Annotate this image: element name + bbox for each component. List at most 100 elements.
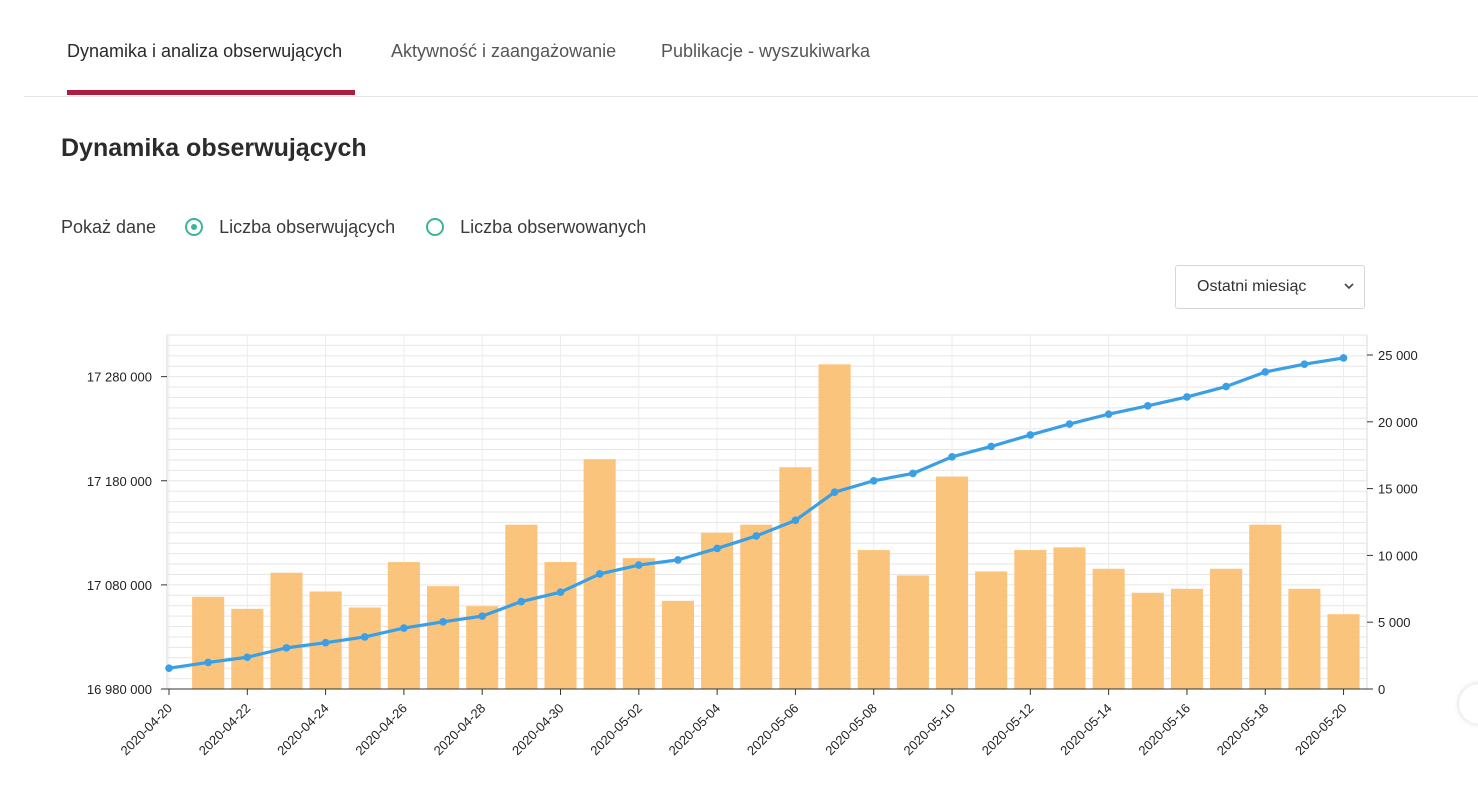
tab-publications-search[interactable]: Publikacje - wyszukiwarka bbox=[661, 41, 871, 61]
chart-bar bbox=[309, 591, 342, 689]
scroll-side-button[interactable] bbox=[1459, 684, 1478, 724]
show-data-radio-group: Pokaż dane Liczba obserwujących Liczba o… bbox=[61, 212, 677, 242]
chart-axes: 16 980 000 17 080 000 17 180 000 17 280 000… bbox=[87, 348, 1418, 758]
chart-bar bbox=[387, 562, 420, 689]
period-select[interactable]: Ostatni miesiąc bbox=[1175, 265, 1365, 309]
line-point bbox=[1065, 420, 1074, 428]
x-axis-tick-label: 2020-05-12 bbox=[979, 701, 1037, 759]
line-point bbox=[360, 633, 369, 641]
bar-series bbox=[192, 364, 1360, 689]
left-axis-tick-label: 17 180 000 bbox=[87, 474, 152, 489]
left-axis-tick-label: 17 280 000 bbox=[87, 370, 152, 385]
line-point bbox=[165, 664, 173, 672]
show-data-label: Pokaż dane bbox=[61, 216, 157, 237]
line-point bbox=[987, 442, 995, 451]
chart-bar bbox=[661, 600, 695, 689]
chart-bar bbox=[1014, 550, 1047, 689]
tab-followers-dynamics[interactable]: Dynamika i analiza obserwujących bbox=[67, 41, 343, 61]
line-point bbox=[674, 556, 682, 564]
line-point bbox=[478, 612, 487, 620]
x-axis-tick-label: 2020-04-30 bbox=[509, 701, 567, 759]
left-axis-tick-label: 17 080 000 bbox=[87, 578, 152, 593]
radio-following-label: Liczba obserwowanych bbox=[460, 216, 647, 237]
chart-bar bbox=[622, 558, 655, 689]
line-series bbox=[165, 354, 1348, 672]
line-point bbox=[869, 476, 878, 485]
chart-bar bbox=[231, 608, 264, 689]
line-point bbox=[282, 644, 291, 652]
line-point bbox=[1143, 402, 1152, 410]
right-axis-tick-label: 10 000 bbox=[1378, 548, 1418, 563]
chart-bar bbox=[1053, 547, 1086, 689]
series-line bbox=[168, 356, 1344, 670]
tab-activity-engagement[interactable]: Aktywność i zaangażowanie bbox=[391, 41, 617, 61]
chart-bar bbox=[1210, 568, 1243, 689]
period-select-value: Ostatni miesiąc bbox=[1197, 278, 1307, 295]
line-point bbox=[595, 570, 604, 578]
chevron-down-icon bbox=[1344, 283, 1354, 290]
chart-bar bbox=[975, 571, 1008, 689]
x-axis-tick-label: 2020-04-22 bbox=[196, 701, 254, 759]
section-title: Dynamika obserwujących bbox=[61, 134, 367, 162]
tab-bar bbox=[24, 0, 1478, 97]
x-axis-tick-label: 2020-04-26 bbox=[352, 701, 410, 759]
line-point bbox=[948, 453, 956, 461]
chart-bar bbox=[466, 606, 499, 689]
line-point bbox=[1222, 382, 1230, 391]
chart-grid bbox=[166, 334, 1368, 690]
x-axis-tick-label: 2020-05-02 bbox=[587, 701, 645, 759]
right-axis-tick-label: 15 000 bbox=[1378, 482, 1418, 497]
x-axis-tick-label: 2020-05-06 bbox=[744, 701, 802, 759]
line-point bbox=[909, 469, 917, 478]
radio-checked-icon[interactable] bbox=[185, 218, 204, 236]
chart-bar bbox=[818, 364, 851, 689]
chart-bar bbox=[505, 524, 538, 689]
x-axis-tick-label: 2020-05-14 bbox=[1057, 701, 1115, 759]
line-point bbox=[635, 561, 643, 569]
line-point bbox=[1261, 368, 1270, 376]
radio-followers-count[interactable]: Liczba obserwujących bbox=[185, 217, 395, 238]
chart-bar bbox=[544, 562, 577, 689]
x-axis-tick-label: 2020-04-20 bbox=[117, 701, 175, 759]
right-axis-tick-label: 5 000 bbox=[1378, 615, 1411, 630]
line-point bbox=[1300, 360, 1309, 368]
x-axis-tick-label: 2020-05-04 bbox=[666, 701, 724, 759]
left-axis-tick-label: 16 980 000 bbox=[87, 682, 152, 697]
chart-bar bbox=[427, 586, 460, 689]
chart-bar bbox=[701, 532, 734, 689]
chart-bar bbox=[348, 607, 381, 689]
right-axis-tick-label: 20 000 bbox=[1378, 415, 1418, 430]
radio-unchecked-icon[interactable] bbox=[426, 218, 445, 236]
chart-bar bbox=[192, 596, 225, 689]
chart-bar bbox=[740, 524, 773, 689]
right-axis-tick-label: 25 000 bbox=[1378, 348, 1418, 363]
chart-bar bbox=[1092, 568, 1125, 689]
line-point bbox=[752, 532, 761, 540]
line-point bbox=[1026, 431, 1035, 439]
line-point bbox=[791, 516, 800, 525]
chart-bar bbox=[583, 459, 616, 689]
line-point bbox=[243, 653, 252, 662]
chart-bar bbox=[1131, 592, 1164, 689]
active-tab-indicator bbox=[67, 90, 355, 95]
radio-following-count[interactable]: Liczba obserwowanych bbox=[426, 217, 646, 238]
x-axis-tick-label: 2020-05-16 bbox=[1135, 701, 1193, 759]
plot-area bbox=[166, 334, 1368, 690]
x-axis-tick-label: 2020-05-10 bbox=[901, 701, 959, 759]
x-axis-tick-label: 2020-05-18 bbox=[1214, 701, 1272, 759]
line-point bbox=[517, 597, 526, 606]
chart-bar bbox=[270, 572, 303, 689]
chart-bar bbox=[1288, 588, 1321, 689]
chart-bar bbox=[857, 550, 890, 689]
line-point bbox=[1339, 354, 1348, 362]
line-point bbox=[713, 544, 721, 553]
x-axis-tick-label: 2020-05-08 bbox=[822, 701, 880, 759]
line-point bbox=[556, 588, 565, 596]
chart-bar bbox=[1170, 588, 1203, 689]
chart-bar bbox=[1249, 524, 1282, 689]
chart-bar bbox=[935, 476, 969, 689]
line-point bbox=[439, 618, 447, 626]
line-point bbox=[321, 638, 330, 647]
chart-bar bbox=[896, 575, 929, 689]
